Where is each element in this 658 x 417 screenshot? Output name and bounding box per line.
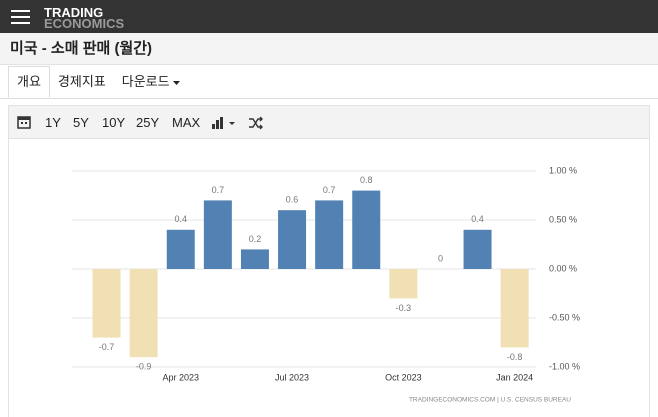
y-tick-label: 0.50 %: [549, 214, 577, 224]
tab[interactable]: 개요: [8, 66, 50, 98]
data-label: 0.8: [360, 175, 373, 185]
x-tick-label: Jan 2024: [496, 372, 533, 382]
calendar-icon[interactable]: [17, 115, 31, 129]
page-title: 미국 - 소매 판매 (월간): [0, 33, 658, 65]
tab[interactable]: 다운로드: [114, 66, 189, 98]
bar: [166, 229, 195, 269]
tabs: 개요 경제지표 다운로드: [0, 66, 658, 99]
range-button[interactable]: 25Y: [136, 115, 160, 130]
bar: [278, 210, 307, 269]
data-label: -0.7: [99, 342, 115, 352]
data-label: 0.4: [174, 214, 187, 224]
tab[interactable]: 경제지표: [57, 74, 106, 89]
logo-top: TRADING: [44, 5, 104, 20]
range-button[interactable]: 1Y: [45, 115, 61, 130]
source: TRADINGECONOMICS.COM | U.S. CENSUS BUREA…: [409, 397, 571, 404]
bar: [352, 190, 381, 269]
data-label: 0.4: [471, 214, 484, 224]
data-label: 0.7: [212, 185, 225, 195]
bar: [315, 200, 344, 269]
bar: [92, 269, 121, 338]
data-label: 0.6: [286, 195, 299, 205]
logo[interactable]: TRADING ECONOMICS: [44, 5, 125, 31]
bar: [500, 269, 529, 348]
x-tick-label: Apr 2023: [162, 372, 199, 382]
data-label: -0.9: [136, 362, 152, 372]
bar: [129, 269, 158, 358]
top-bar: TRADING ECONOMICS: [0, 0, 658, 33]
range-button[interactable]: 5Y: [73, 115, 89, 130]
toolbar: 1Y 5Y 10Y 25Y MAX: [8, 105, 650, 139]
dropdown-icon: [173, 81, 181, 85]
data-label: -0.3: [396, 303, 412, 313]
y-tick-label: 1.00 %: [549, 165, 577, 175]
data-label: 0.7: [323, 185, 336, 195]
y-tick-label: -1.00 %: [549, 361, 580, 371]
chart: 1.00 % 0.50 % 0.00 % -0.50 % -1.00 % -0.7 -0.9…: [72, 165, 580, 404]
bar: [463, 229, 492, 269]
data-label: -0.8: [507, 352, 523, 362]
logo-bottom: ECONOMICS: [44, 16, 125, 31]
bar: [240, 249, 269, 269]
data-label: 0: [438, 253, 443, 263]
range-button[interactable]: MAX: [172, 115, 201, 130]
x-tick-label: Oct 2023: [385, 372, 422, 382]
shuffle-icon[interactable]: [249, 116, 263, 130]
tab-label: 다운로드: [121, 74, 170, 89]
x-tick-label: Jul 2023: [275, 372, 309, 382]
chart-panel: 1.00 % 0.50 % 0.00 % -0.50 % -1.00 % -0.7 -0.9…: [8, 139, 650, 417]
y-tick-label: -0.50 %: [549, 312, 580, 322]
bar: [389, 269, 418, 299]
menu-icon[interactable]: [11, 9, 31, 25]
data-label: 0.2: [249, 234, 262, 244]
y-tick-label: 0.00 %: [549, 263, 577, 273]
bar: [203, 200, 232, 269]
chart-type-icon[interactable]: [212, 116, 240, 130]
range-button[interactable]: 10Y: [102, 115, 126, 130]
